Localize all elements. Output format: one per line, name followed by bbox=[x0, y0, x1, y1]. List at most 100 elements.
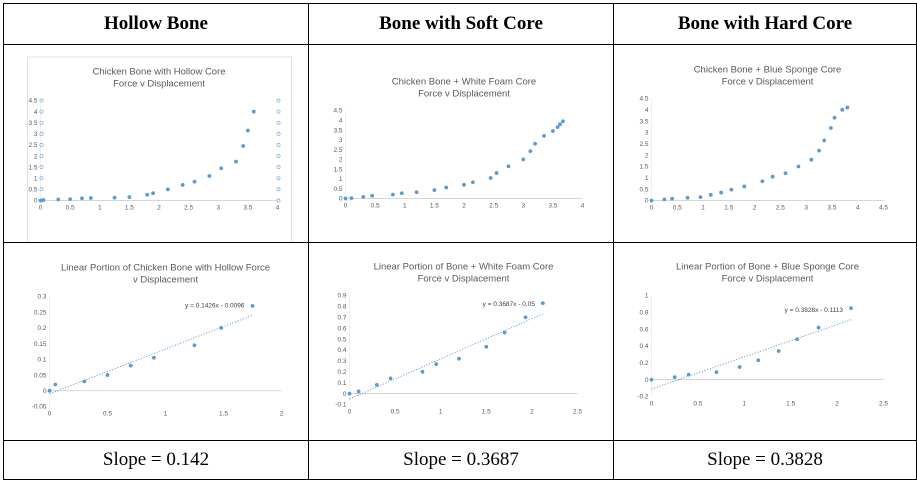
left-axis-marker bbox=[39, 131, 44, 136]
y-tick-label: 0.9 bbox=[337, 293, 346, 300]
y-tick-label: 0.6 bbox=[639, 326, 648, 333]
x-tick-label: 4.5 bbox=[879, 205, 888, 212]
data-point bbox=[444, 185, 449, 190]
x-tick-label: 1 bbox=[98, 205, 102, 212]
data-point bbox=[349, 196, 354, 201]
data-point bbox=[809, 157, 814, 162]
left-axis-marker bbox=[39, 120, 44, 125]
y-tick-label: 0 bbox=[343, 391, 347, 398]
x-tick-label: 4 bbox=[276, 205, 280, 212]
header-soft-core: Bone with Soft Core bbox=[308, 3, 614, 45]
full-chart-cell-soft: Chicken Bone + White Foam Core Force v Di… bbox=[308, 44, 614, 243]
x-tick-label: 3.5 bbox=[243, 205, 252, 212]
x-tick-label: 3.5 bbox=[548, 203, 557, 210]
x-tick-label: 2.5 bbox=[776, 205, 785, 212]
chart-title-line: Linear Portion of Bone + Blue Sponge Cor… bbox=[676, 262, 859, 273]
x-tick-label: 2 bbox=[530, 409, 534, 416]
data-point bbox=[649, 198, 654, 203]
data-point bbox=[550, 129, 555, 133]
x-tick-label: 0.5 bbox=[103, 411, 112, 418]
data-point bbox=[245, 128, 250, 133]
data-point bbox=[251, 109, 256, 114]
y-tick-label: 0.2 bbox=[639, 360, 648, 367]
x-tick-label: 2.5 bbox=[184, 205, 193, 212]
slope-hollow: Slope = 0.142 bbox=[3, 440, 309, 480]
full-chart-cell-hollow: Chicken Bone with Hollow Core Force v Dis… bbox=[3, 44, 309, 243]
right-axis-marker bbox=[276, 154, 281, 158]
y-tick-label: 0.5 bbox=[28, 187, 37, 194]
data-point bbox=[250, 304, 255, 308]
y-tick-label: 0.2 bbox=[37, 325, 46, 332]
x-tick-label: 0.5 bbox=[693, 401, 702, 408]
chart-frame bbox=[27, 56, 292, 242]
header-hollow-bone: Hollow Bone bbox=[3, 3, 309, 45]
y-tick-label: 1 bbox=[645, 293, 649, 300]
full-chart-row: Chicken Bone with Hollow Core Force v Dis… bbox=[3, 44, 917, 243]
data-point bbox=[783, 171, 788, 176]
y-tick-label: 0.4 bbox=[337, 347, 346, 354]
x-tick-label: 1 bbox=[164, 411, 168, 418]
data-point bbox=[105, 373, 110, 377]
y-tick-label: 1.5 bbox=[639, 164, 648, 171]
x-tick-label: 2.5 bbox=[489, 203, 498, 210]
data-point bbox=[41, 198, 46, 202]
data-point bbox=[829, 126, 833, 130]
y-tick-label: 2 bbox=[645, 152, 649, 159]
right-axis-marker bbox=[276, 109, 281, 114]
x-tick-label: 2.5 bbox=[879, 401, 888, 408]
x-tick-label: 1.5 bbox=[482, 409, 491, 416]
y-tick-label: 0.05 bbox=[34, 372, 47, 379]
data-point bbox=[776, 349, 781, 353]
y-tick-label: 3 bbox=[339, 137, 343, 144]
x-tick-label: 0 bbox=[39, 205, 43, 212]
soft-linear-chart: Linear Portion of Bone + White Foam Core… bbox=[335, 262, 582, 416]
data-point bbox=[756, 358, 761, 363]
data-point bbox=[165, 187, 170, 192]
data-point bbox=[127, 195, 132, 200]
data-point bbox=[151, 191, 155, 196]
y-tick-label: 0 bbox=[645, 377, 649, 384]
x-tick-label: 1 bbox=[403, 203, 407, 210]
left-axis-marker bbox=[39, 176, 44, 181]
x-tick-label: 4 bbox=[581, 203, 585, 210]
data-point bbox=[420, 369, 425, 374]
y-tick-label: 1 bbox=[34, 175, 38, 182]
x-tick-label: 1.5 bbox=[125, 205, 134, 212]
hard-linear-chart: Linear Portion of Bone + Blue Sponge Cor… bbox=[637, 262, 888, 408]
y-tick-label: 2.5 bbox=[333, 147, 342, 154]
data-point bbox=[80, 196, 84, 201]
data-point bbox=[374, 382, 379, 387]
data-point bbox=[816, 325, 821, 330]
linear-chart-cell-soft: Linear Portion of Bone + White Foam Core… bbox=[308, 242, 614, 441]
data-point bbox=[714, 370, 719, 374]
right-axis-marker bbox=[276, 198, 281, 203]
y-tick-label: 3.5 bbox=[333, 127, 342, 134]
y-tick-label: 4.5 bbox=[639, 96, 648, 103]
x-tick-label: 3 bbox=[216, 205, 220, 212]
y-tick-label: 0.3 bbox=[37, 294, 46, 301]
data-point bbox=[670, 196, 675, 201]
x-tick-label: 1.5 bbox=[219, 411, 228, 418]
x-tick-label: 0.5 bbox=[371, 203, 380, 210]
data-point bbox=[399, 191, 404, 196]
data-point bbox=[192, 343, 197, 348]
right-axis-marker bbox=[276, 187, 281, 192]
y-tick-label: 3.5 bbox=[28, 120, 37, 127]
left-axis-marker bbox=[39, 165, 44, 170]
chart-title-line: Linear Portion of Bone + White Foam Core bbox=[374, 262, 554, 273]
y-tick-label: 4 bbox=[339, 117, 343, 124]
data-point bbox=[561, 119, 565, 124]
data-point bbox=[662, 197, 667, 202]
y-tick-label: 0.5 bbox=[639, 186, 648, 193]
data-point bbox=[370, 193, 375, 198]
data-point bbox=[521, 157, 526, 162]
data-point bbox=[502, 330, 507, 335]
x-tick-label: 2 bbox=[280, 411, 284, 418]
data-point bbox=[234, 159, 238, 164]
data-point bbox=[56, 197, 61, 202]
data-point bbox=[760, 179, 765, 184]
data-point bbox=[192, 179, 197, 184]
slope-row: Slope = 0.142 Slope = 0.3687 Slope = 0.3… bbox=[3, 440, 917, 480]
y-tick-label: 0.8 bbox=[337, 304, 346, 311]
